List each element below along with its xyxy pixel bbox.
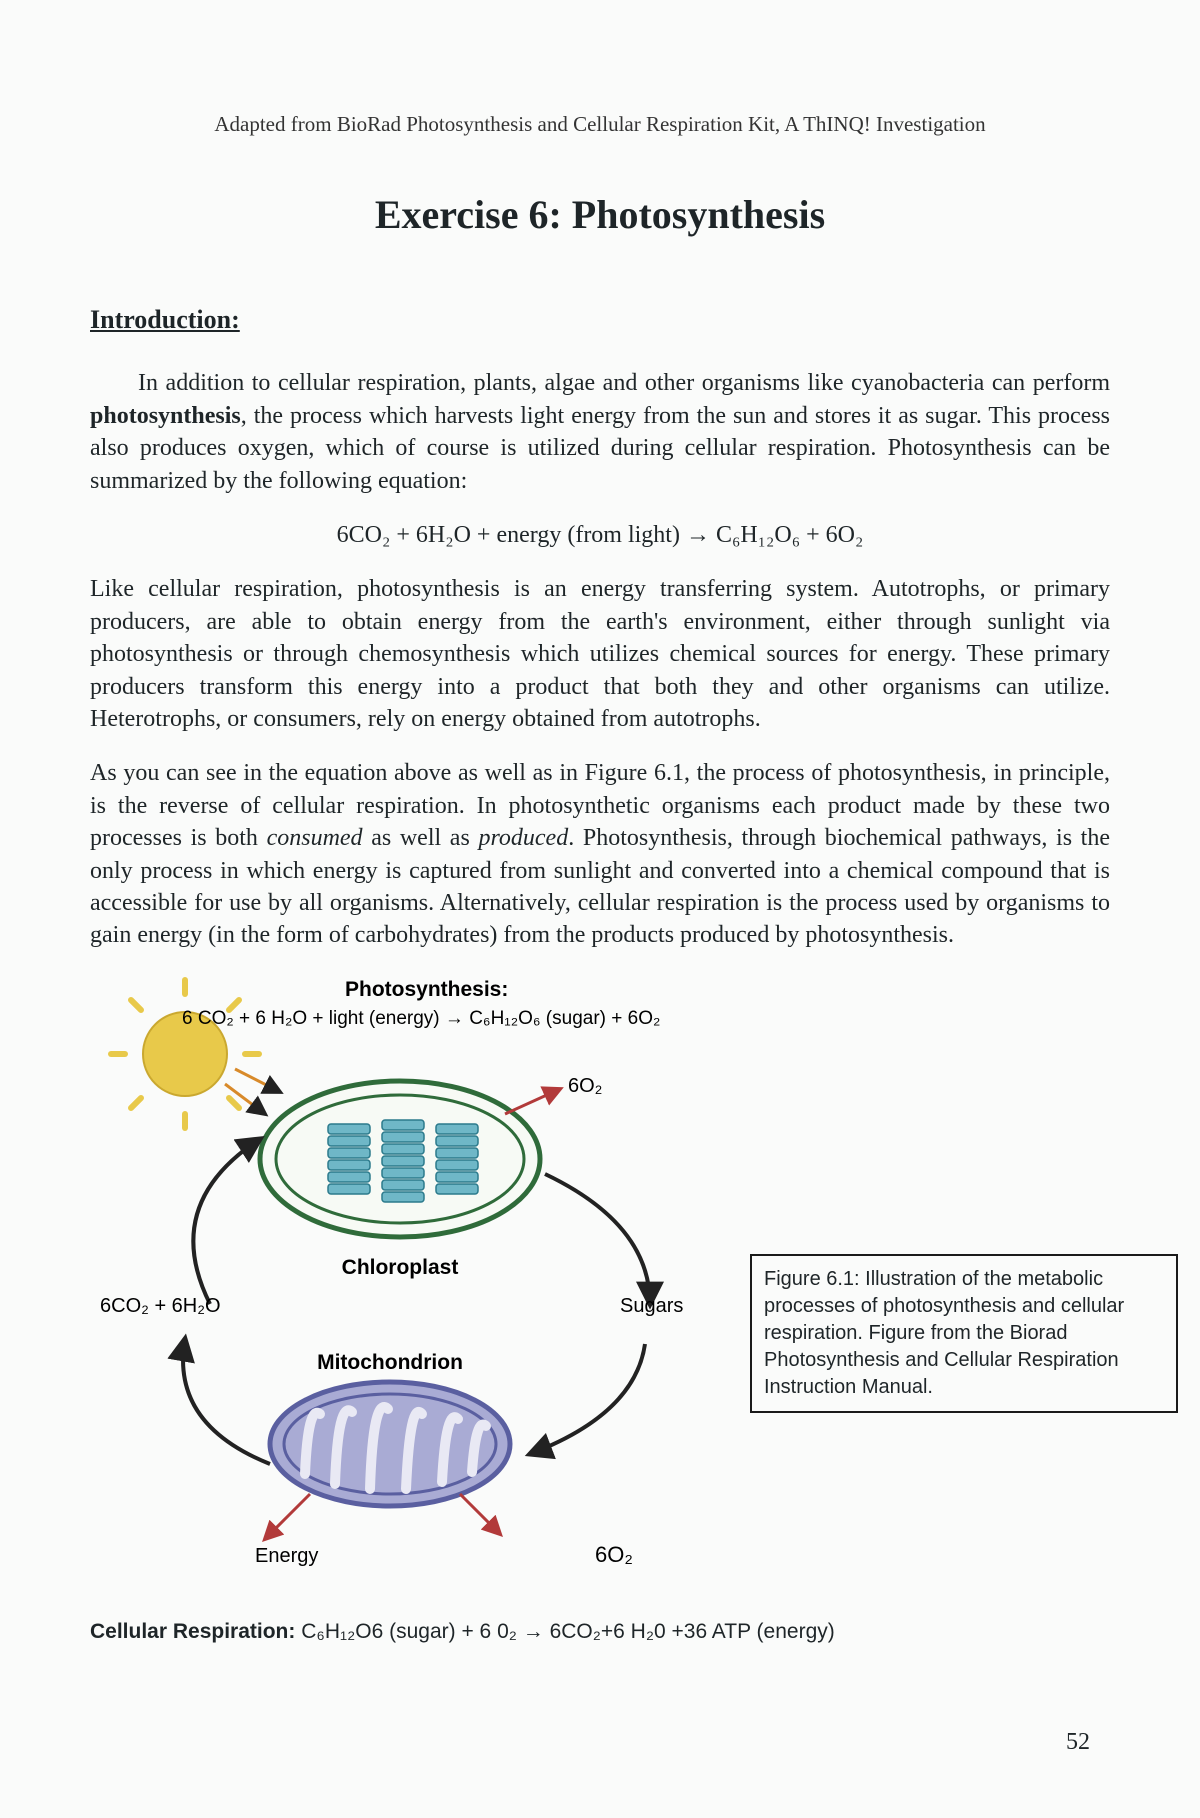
page-title: Exercise 6: Photosynthesis (90, 188, 1110, 242)
figure-6-1: Photosynthesis: 6 CO₂ + 6 H₂O + light (e… (90, 974, 1110, 1614)
fig-label-left-reactants: 6CO₂ + 6H₂O (100, 1295, 221, 1317)
intro-paragraph-3: As you can see in the equation above as … (90, 757, 1110, 951)
fig-photo-title: Photosynthesis: (345, 978, 508, 1001)
intro-paragraph-1: In addition to cellular respiration, pla… (90, 367, 1110, 497)
cellresp-eq: C₆H₁₂O6 (sugar) + 6 0₂ → 6CO₂+6 H₂0 +36 … (301, 1620, 835, 1643)
figure-svg: Photosynthesis: 6 CO₂ + 6 H₂O + light (e… (90, 974, 750, 1594)
page: Adapted from BioRad Photosynthesis and C… (0, 0, 1200, 1818)
figure-caption: Figure 6.1: Illustration of the metaboli… (750, 1254, 1178, 1413)
fig-label-mitochondrion: Mitochondrion (317, 1351, 463, 1374)
fig-photo-equation: 6 CO₂ + 6 H₂O + light (energy) → C₆H₁₂O₆… (182, 1008, 660, 1029)
term-consumed: consumed (267, 825, 363, 851)
fig-6o2-top: 6O₂ (568, 1075, 602, 1097)
text: , the process which harvests light energ… (90, 403, 1110, 494)
section-heading-introduction: Introduction: (90, 302, 1110, 337)
page-number: 52 (1066, 1726, 1090, 1758)
intro-paragraph-2: Like cellular respiration, photosynthesi… (90, 573, 1110, 735)
photosynthesis-equation: 6CO₂ + 6H₂O + energy (from light) → C₆H₁… (90, 519, 1110, 551)
chloroplast-icon (260, 1081, 540, 1237)
fig-label-energy: Energy (255, 1545, 318, 1567)
fig-label-sugars: Sugars (620, 1295, 683, 1317)
header-attribution: Adapted from BioRad Photosynthesis and C… (90, 110, 1110, 138)
cellresp-label: Cellular Respiration: (90, 1620, 301, 1643)
sun-icon (111, 980, 259, 1128)
term-produced: produced (478, 825, 568, 851)
text: In addition to cellular respiration, pla… (138, 370, 1110, 396)
term-photosynthesis: photosynthesis (90, 403, 241, 429)
cellular-respiration-equation: Cellular Respiration: C₆H₁₂O6 (sugar) + … (90, 1618, 1110, 1646)
fig-6o2-bottom: 6O₂ (595, 1542, 633, 1567)
mitochondrion-icon (270, 1382, 510, 1506)
fig-label-chloroplast: Chloroplast (342, 1256, 459, 1279)
text: as well as (363, 825, 479, 851)
